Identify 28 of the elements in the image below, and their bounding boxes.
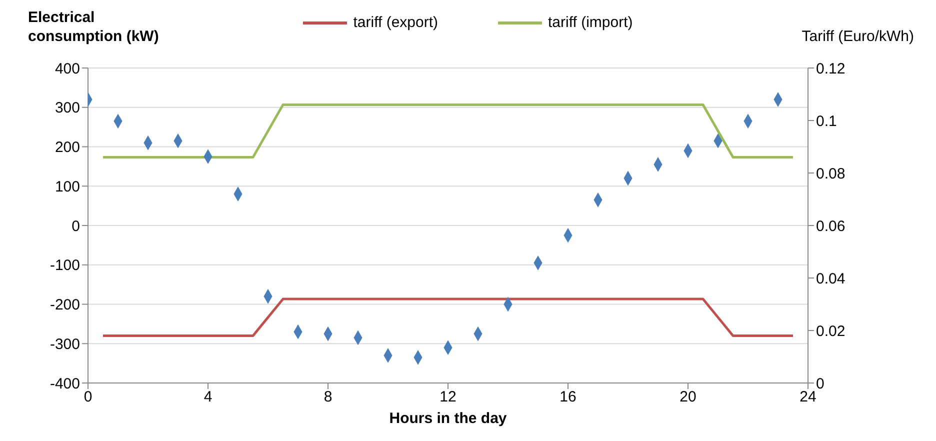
y-tick-label: -200 <box>50 296 80 314</box>
x-tick-label: 8 <box>324 388 332 406</box>
y-tick-label: 200 <box>54 139 80 156</box>
x-tick-label: 24 <box>800 388 816 406</box>
y-tick-label: 0 <box>72 218 80 235</box>
y2-tick-label: 0.04 <box>816 270 846 288</box>
y2-tick-label: 0 <box>816 375 824 392</box>
legend-label: tariff (export) <box>353 14 438 31</box>
x-tick-label: 12 <box>440 388 456 406</box>
y-tick-label: -100 <box>50 257 80 274</box>
legend-label: tariff (import) <box>548 14 633 31</box>
y-tick-label: -400 <box>50 375 80 392</box>
y-tick-label: 300 <box>54 100 80 117</box>
y-tick-label: -300 <box>50 336 80 353</box>
y2-tick-label: 0.12 <box>816 60 846 78</box>
x-axis-title: Hours in the day <box>389 410 508 427</box>
y-tick-label: 100 <box>54 178 80 196</box>
x-tick-label: 4 <box>204 388 212 406</box>
y2-tick-label: 0.08 <box>816 165 846 182</box>
x-tick-label: 20 <box>680 388 696 406</box>
y2-tick-label: 0.06 <box>816 218 846 235</box>
y-tick-label: 400 <box>54 60 80 78</box>
y2-axis-title: Tariff (Euro/kWh) <box>802 28 914 45</box>
y2-tick-label: 0.02 <box>816 322 846 340</box>
y-axis-title: Electrical consumption (kW) <box>28 8 160 46</box>
y2-tick-label: 0.1 <box>816 112 837 130</box>
x-tick-label: 0 <box>84 388 92 406</box>
x-tick-label: 16 <box>560 388 576 406</box>
